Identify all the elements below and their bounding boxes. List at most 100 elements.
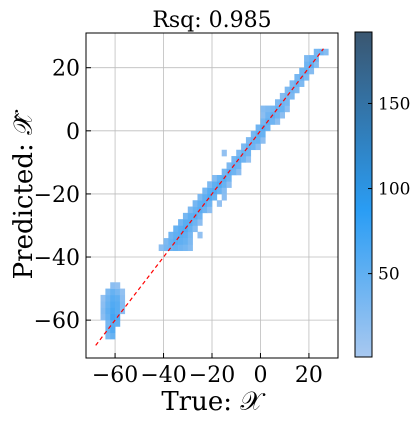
heatmap-cell xyxy=(182,238,189,245)
x-tick-label: −40 xyxy=(140,363,186,388)
heatmap-cell xyxy=(313,55,319,62)
heatmap-cell xyxy=(110,282,116,289)
colorbar xyxy=(354,31,373,358)
grid xyxy=(86,33,338,358)
heatmap-cell xyxy=(279,105,285,113)
heatmap-cell xyxy=(115,307,121,315)
y-tick-label: −60 xyxy=(34,309,80,334)
colorbar-ticks: 50 100 150 xyxy=(368,94,410,285)
heatmap-cell xyxy=(105,288,111,296)
heatmap-cell xyxy=(212,187,218,195)
heatmap-cell xyxy=(207,200,213,207)
heatmap-cell xyxy=(275,105,281,113)
x-tick-label: −20 xyxy=(189,363,235,388)
colorbar-tick-label: 150 xyxy=(378,94,410,114)
heatmap-cell xyxy=(173,225,179,233)
heatmap-cell xyxy=(178,219,184,226)
heatmap-cell xyxy=(241,149,247,157)
heatmap-cell xyxy=(304,74,310,81)
heatmap-cell xyxy=(260,137,266,144)
heatmap-cell xyxy=(178,225,184,233)
heatmap-cell xyxy=(105,313,111,321)
heatmap-cell xyxy=(173,244,179,252)
heatmap-cell xyxy=(105,320,111,327)
heatmap-cell xyxy=(192,225,198,233)
y-tick-label: −20 xyxy=(34,183,80,208)
heatmap-cell xyxy=(299,80,305,87)
heatmap-cell xyxy=(110,313,116,321)
heatmap-cell xyxy=(163,238,169,245)
heatmap-cell xyxy=(275,111,281,119)
heatmap-cell xyxy=(308,67,315,75)
heatmap-cell xyxy=(255,124,261,132)
heatmap-cell xyxy=(241,156,247,163)
heatmap-cell xyxy=(115,288,121,296)
heatmap-cell xyxy=(119,301,126,308)
heatmap-cell xyxy=(245,143,252,151)
heatmap-cell xyxy=(202,193,208,201)
heatmap-cell xyxy=(197,193,203,201)
heatmap-cell xyxy=(212,181,218,188)
heatmap-cell xyxy=(115,282,121,289)
heatmap-cell xyxy=(221,193,227,201)
heatmap-cell xyxy=(231,156,237,163)
heatmap-cell xyxy=(168,244,174,252)
heatmap-cell xyxy=(182,231,189,239)
heatmap-cell xyxy=(260,130,266,138)
heatmap-cell xyxy=(192,219,198,226)
heatmap-cell xyxy=(119,288,126,296)
heatmap-cell xyxy=(236,168,242,176)
heatmap-cell xyxy=(110,288,116,296)
heatmap-cell xyxy=(270,105,276,113)
heatmap-cell xyxy=(182,244,189,252)
heatmap-cell xyxy=(250,130,256,138)
heatmap-cell xyxy=(178,238,184,245)
heatmap-cell xyxy=(197,212,203,220)
heatmap-cell xyxy=(318,48,324,56)
heatmap-cell xyxy=(275,118,281,125)
heatmap-cell xyxy=(279,92,285,100)
heatmap-cell xyxy=(279,111,285,119)
heatmap-cell xyxy=(270,118,276,125)
y-tick-label: −40 xyxy=(34,246,80,271)
colorbar-tick-label: 50 xyxy=(378,265,400,285)
heatmap-cell xyxy=(110,307,116,315)
heatmap-cell xyxy=(207,193,213,201)
heatmap-cell xyxy=(221,168,227,176)
heatmap-cell xyxy=(207,206,213,214)
heatmap-cell xyxy=(279,99,285,106)
heatmap-cell xyxy=(221,149,227,157)
heatmap-cell xyxy=(182,212,189,220)
heatmap-cell xyxy=(187,206,193,214)
heatmap-cell xyxy=(197,231,203,239)
x-tick-label: −60 xyxy=(92,363,138,388)
heatmap-cell xyxy=(105,307,111,315)
heatmap-cell xyxy=(216,187,222,195)
heatmap-cell xyxy=(226,181,232,188)
heatmap-cell xyxy=(110,320,116,327)
y-axis-label: Predicted: 𝒳̂ xyxy=(9,109,39,279)
heatmap-cell xyxy=(110,301,116,308)
heatmap-cell xyxy=(115,301,121,308)
heatmap-cell xyxy=(294,74,300,81)
heatmap-cell xyxy=(178,231,184,239)
heatmap-cell xyxy=(212,193,218,201)
heatmap-cell xyxy=(265,105,271,113)
heatmap-cell xyxy=(192,206,198,214)
heatmap-cell xyxy=(226,174,232,182)
heatmap-cell xyxy=(163,244,169,252)
heatmap-cell xyxy=(245,156,252,163)
heatmap-cell xyxy=(110,294,116,302)
heatmap-cell xyxy=(255,137,261,144)
heatmap-cell xyxy=(202,187,208,195)
heatmap-cell xyxy=(260,105,266,113)
heatmap-cell xyxy=(187,231,193,239)
reference-line xyxy=(95,48,324,346)
heatmap-cell xyxy=(265,111,271,119)
heatmap-cell xyxy=(308,55,315,62)
heatmap-cell xyxy=(105,301,111,308)
heatmap-cell xyxy=(231,168,237,176)
heatmap-cell xyxy=(187,238,193,245)
heatmap-cell xyxy=(313,48,319,56)
heatmap-cell xyxy=(115,294,121,302)
